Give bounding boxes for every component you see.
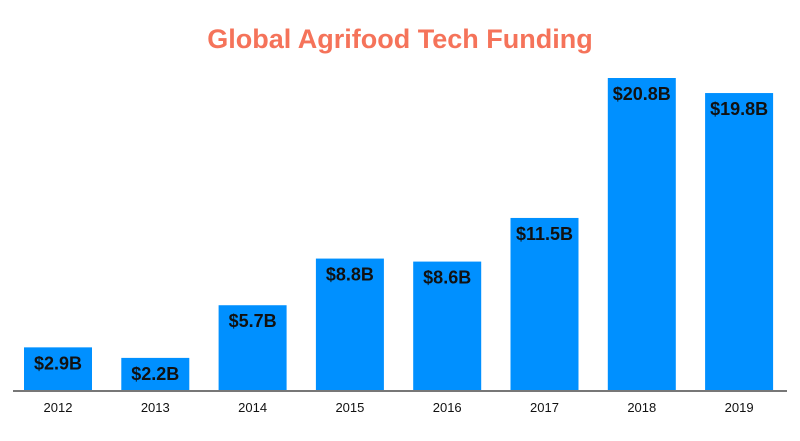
data-label-2013: $2.2B <box>131 364 179 384</box>
x-tick-2013: 2013 <box>141 400 170 415</box>
data-label-2014: $5.7B <box>229 311 277 331</box>
bar-2015 <box>315 258 384 391</box>
data-label-2018: $20.8B <box>613 84 671 104</box>
bar-2014 <box>218 305 287 391</box>
data-label-2016: $8.6B <box>423 268 471 288</box>
data-label-2017: $11.5B <box>516 224 573 244</box>
x-tick-2015: 2015 <box>335 400 364 415</box>
bar-2018 <box>607 78 676 391</box>
bar-2013 <box>121 357 190 391</box>
x-tick-2017: 2017 <box>530 400 559 415</box>
data-label-2019: $19.8B <box>710 99 768 119</box>
x-tick-2018: 2018 <box>627 400 656 415</box>
bar-2016 <box>413 261 482 391</box>
data-label-2015: $8.8B <box>326 265 374 285</box>
bar-2019 <box>705 93 774 391</box>
x-tick-2016: 2016 <box>433 400 462 415</box>
x-tick-2012: 2012 <box>44 400 73 415</box>
chart-title: Global Agrifood Tech Funding <box>207 24 593 54</box>
bar-2017 <box>510 217 579 391</box>
x-tick-2019: 2019 <box>725 400 754 415</box>
bar-2012 <box>24 347 92 391</box>
data-label-2012: $2.9B <box>34 353 82 373</box>
x-tick-2014: 2014 <box>238 400 267 415</box>
